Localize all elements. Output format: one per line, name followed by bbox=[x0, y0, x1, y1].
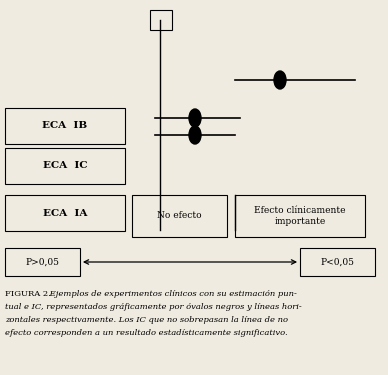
Text: tual e IC, representados gráficamente por óvalos negros y líneas hori-: tual e IC, representados gráficamente po… bbox=[5, 303, 302, 311]
Text: ECA  IA: ECA IA bbox=[43, 209, 87, 218]
Bar bbox=[235, 195, 365, 237]
Bar bbox=[5, 248, 80, 276]
Bar bbox=[132, 195, 227, 237]
Bar bbox=[5, 195, 125, 231]
Text: P<0,05: P<0,05 bbox=[320, 258, 355, 267]
Text: Efecto clínicamente
importante: Efecto clínicamente importante bbox=[254, 206, 346, 226]
Text: FIGURA 2.: FIGURA 2. bbox=[5, 290, 51, 298]
Text: P>0,05: P>0,05 bbox=[26, 258, 59, 267]
Ellipse shape bbox=[189, 126, 201, 144]
Text: No efecto: No efecto bbox=[157, 211, 202, 220]
Bar bbox=[150, 10, 172, 30]
Ellipse shape bbox=[189, 109, 201, 127]
Text: ECA  IB: ECA IB bbox=[42, 122, 88, 130]
Text: Ejemplos de experimentos clínicos con su estimación pun-: Ejemplos de experimentos clínicos con su… bbox=[47, 290, 297, 298]
Text: zontales respectivamente. Los IC que no sobrepasan la línea de no: zontales respectivamente. Los IC que no … bbox=[5, 316, 288, 324]
Text: efecto corresponden a un resultado estadísticamente significativo.: efecto corresponden a un resultado estad… bbox=[5, 329, 288, 337]
Bar bbox=[5, 108, 125, 144]
Bar bbox=[300, 248, 375, 276]
Ellipse shape bbox=[274, 71, 286, 89]
Bar bbox=[5, 148, 125, 184]
Text: ECA  IC: ECA IC bbox=[43, 162, 87, 171]
